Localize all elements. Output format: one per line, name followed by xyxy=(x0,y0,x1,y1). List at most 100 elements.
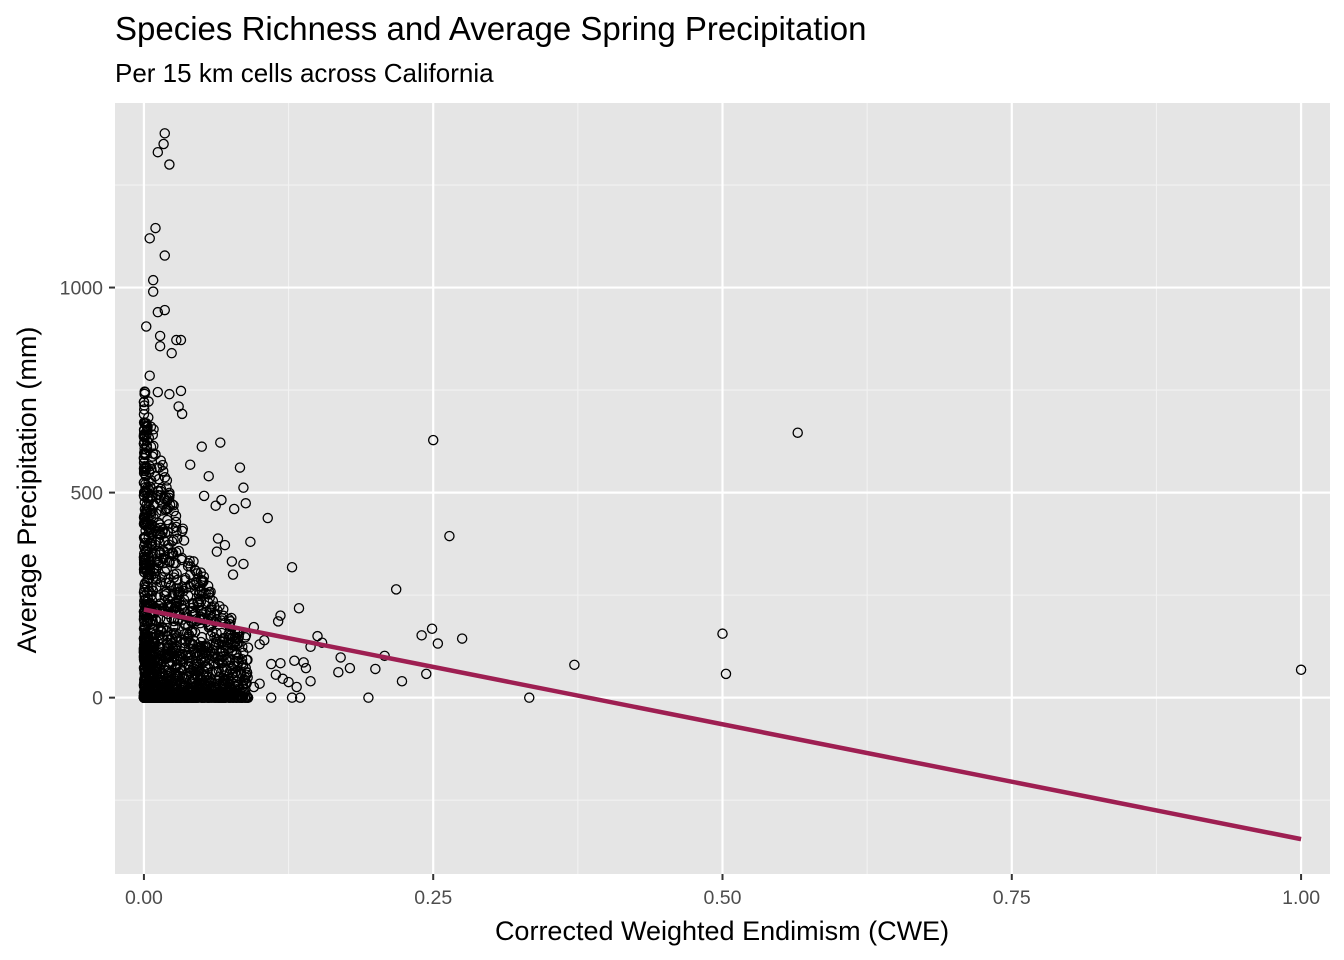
data-point xyxy=(1295,664,1307,676)
data-point xyxy=(164,159,175,170)
data-point xyxy=(161,563,172,574)
data-point xyxy=(139,584,150,596)
data-point xyxy=(186,681,197,692)
data-point xyxy=(198,575,209,587)
data-point xyxy=(198,571,210,582)
data-point xyxy=(148,692,159,703)
data-point xyxy=(192,651,204,662)
data-point xyxy=(293,603,305,614)
data-point xyxy=(138,477,150,488)
data-point xyxy=(148,424,159,435)
data-point xyxy=(150,222,161,234)
data-point xyxy=(171,334,182,346)
major-grid xyxy=(115,103,1330,874)
data-point xyxy=(171,533,183,545)
data-point xyxy=(294,692,306,703)
data-point xyxy=(213,671,225,683)
data-point xyxy=(183,643,195,654)
data-point xyxy=(221,681,232,693)
data-point xyxy=(170,692,181,703)
data-point xyxy=(163,577,175,588)
data-point xyxy=(139,386,150,397)
data-point xyxy=(155,455,167,466)
data-point xyxy=(143,475,154,487)
data-point xyxy=(223,614,235,625)
data-point xyxy=(300,662,312,674)
data-point xyxy=(184,459,196,470)
data-point xyxy=(161,475,173,486)
data-point xyxy=(239,632,251,643)
data-point xyxy=(140,653,152,665)
data-point xyxy=(159,304,171,316)
x-tick-label: 0.00 xyxy=(125,887,163,909)
y-tick-label: 500 xyxy=(70,483,103,505)
data-point xyxy=(153,692,164,703)
data-point xyxy=(195,574,207,586)
data-point xyxy=(286,692,298,703)
data-point xyxy=(144,680,156,692)
data-point xyxy=(158,492,170,504)
data-point xyxy=(143,396,154,407)
data-point xyxy=(185,561,196,572)
data-point xyxy=(138,452,150,464)
data-point xyxy=(202,692,213,703)
data-point xyxy=(172,583,184,594)
data-point xyxy=(254,639,265,650)
data-point xyxy=(444,530,455,542)
data-point xyxy=(283,676,294,688)
data-point xyxy=(139,594,151,606)
data-point xyxy=(139,487,150,499)
data-point xyxy=(240,498,252,509)
data-point xyxy=(158,138,169,150)
data-point xyxy=(168,569,180,580)
data-point xyxy=(235,691,247,702)
data-point xyxy=(196,692,207,703)
data-point xyxy=(219,640,230,651)
data-point xyxy=(140,470,152,482)
data-point xyxy=(154,462,165,473)
data-point xyxy=(456,633,468,644)
data-point xyxy=(159,250,171,261)
data-point xyxy=(199,656,210,667)
data-point xyxy=(168,588,180,599)
data-point xyxy=(154,654,165,666)
data-point xyxy=(363,692,374,703)
data-point xyxy=(196,606,208,617)
data-point xyxy=(216,494,227,506)
data-point xyxy=(177,657,189,668)
data-point xyxy=(234,462,246,473)
data-point xyxy=(208,645,219,656)
x-tick-label: 0.50 xyxy=(704,887,742,909)
data-point xyxy=(195,674,207,685)
data-point xyxy=(569,659,580,671)
data-point xyxy=(196,680,207,692)
data-point xyxy=(196,441,208,452)
data-point xyxy=(159,590,170,601)
data-point xyxy=(170,521,182,533)
data-point xyxy=(176,692,187,703)
data-point xyxy=(792,427,803,438)
data-point xyxy=(139,660,151,671)
data-point xyxy=(146,581,157,593)
data-point xyxy=(177,653,189,664)
data-point xyxy=(416,630,427,641)
data-point xyxy=(335,652,346,663)
data-point xyxy=(199,678,210,689)
data-point xyxy=(159,685,170,696)
data-point xyxy=(171,600,182,612)
data-point xyxy=(227,667,238,679)
trend-line xyxy=(143,607,1302,842)
data-point xyxy=(151,574,162,586)
data-point xyxy=(203,587,215,598)
data-point xyxy=(153,473,164,485)
data-point xyxy=(717,628,728,639)
data-point xyxy=(154,519,166,530)
data-point xyxy=(138,438,150,449)
data-point xyxy=(146,648,158,660)
data-point xyxy=(140,321,152,332)
data-point xyxy=(139,667,151,678)
data-point xyxy=(140,465,151,477)
data-point xyxy=(262,512,273,524)
data-point xyxy=(183,558,194,569)
data-point xyxy=(139,680,150,692)
